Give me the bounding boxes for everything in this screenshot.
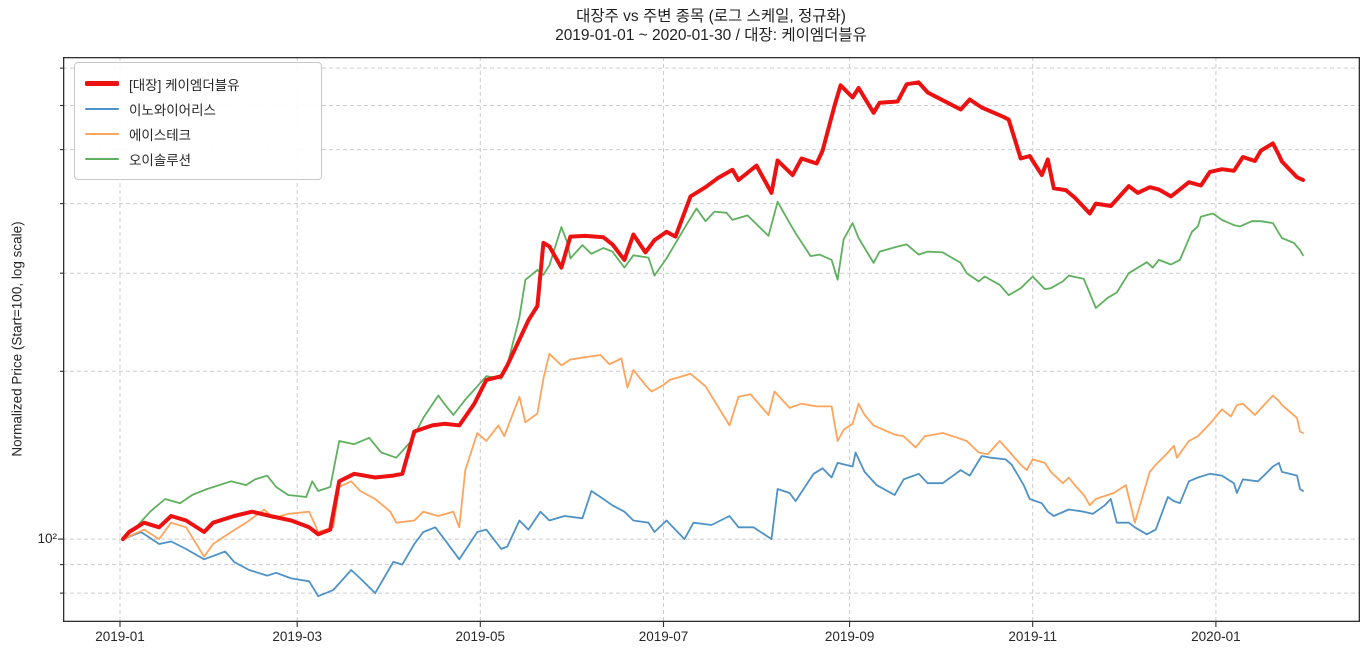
legend-label: 오이솔루션 (129, 152, 192, 168)
x-tick-label: 2020-01 (1191, 629, 1241, 644)
series-line-0 (121, 80, 1305, 542)
legend-line-swatch (85, 81, 119, 86)
y-major-tick-label: 10² (37, 531, 57, 546)
series-line-1 (122, 451, 1304, 598)
legend-label: 이노와이어리스 (129, 102, 216, 118)
legend-item: 이노와이어리스 (85, 96, 311, 121)
legend-line-swatch (85, 157, 119, 160)
x-tick-label: 2019-09 (824, 629, 875, 644)
legend-item: 에이스테크 (85, 121, 311, 146)
axes-spine (62, 56, 1360, 623)
series-line-2 (122, 352, 1304, 558)
x-tick-label: 2019-07 (638, 629, 689, 644)
x-tick-label: 2019-11 (1008, 629, 1057, 644)
x-tick-label: 2019-03 (272, 629, 322, 644)
legend-label: [대장] 케이엠더블유 (129, 77, 240, 93)
y-axis-label: Normalized Price (Start=100, log scale) (9, 221, 25, 457)
legend-label: 에이스테크 (129, 127, 192, 143)
x-tick-label: 2019-01 (95, 629, 145, 644)
chart-title: 대장주 vs 주변 종목 (로그 스케일, 정규화) (576, 8, 846, 25)
chart-subtitle: 2019-01-01 ~ 2020-01-30 / 대장: 케이엠더블유 (555, 27, 867, 44)
legend-line-swatch (85, 132, 119, 135)
x-tick-label: 2019-05 (455, 629, 506, 644)
legend-line-swatch (85, 107, 119, 110)
series-line-3 (122, 200, 1304, 541)
legend-item: 오이솔루션 (85, 146, 311, 171)
legend-item: [대장] 케이엠더블유 (85, 71, 311, 96)
